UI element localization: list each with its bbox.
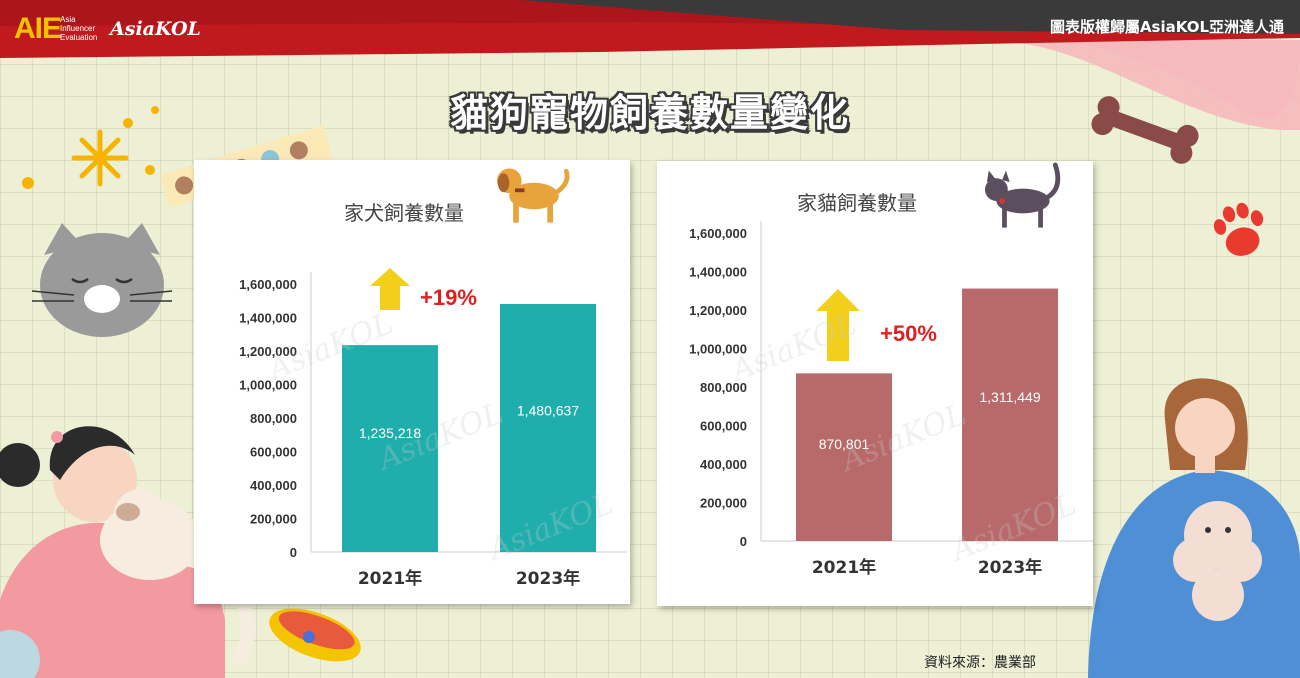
increase-percentage-label: +19% bbox=[420, 285, 477, 310]
bar bbox=[796, 373, 892, 541]
y-tick-label: 400,000 bbox=[250, 478, 297, 493]
pet-bowl-icon bbox=[269, 608, 361, 662]
y-tick-label: 1,400,000 bbox=[239, 311, 297, 326]
sunburst-icon bbox=[71, 129, 129, 187]
aie-logo-subtitle: Asia Influencer Evaluation bbox=[60, 15, 98, 42]
y-tick-label: 800,000 bbox=[700, 380, 747, 395]
cat-chart-panel: 家貓飼養數量 0 200,000 400,000 600,000 800,000 1,000… bbox=[657, 161, 1093, 606]
woman-with-poodle-illustration bbox=[1088, 378, 1300, 678]
y-tick-label: 0 bbox=[740, 534, 747, 549]
y-tick-label: 400,000 bbox=[700, 457, 747, 472]
y-tick-label: 1,200,000 bbox=[239, 344, 297, 359]
copyright-notice: 圖表版權歸屬AsiaKOL亞洲達人通 bbox=[1049, 18, 1284, 36]
y-tick-label: 800,000 bbox=[250, 411, 297, 426]
header-dark-band bbox=[520, 0, 1300, 34]
y-tick-label: 600,000 bbox=[250, 445, 297, 460]
dog-chart: 家犬飼養數量 0 200,000 400,000 600,000 800,000 1,000… bbox=[239, 168, 627, 589]
y-tick-label: 1,200,000 bbox=[689, 303, 747, 318]
y-tick-label: 1,600,000 bbox=[239, 277, 297, 292]
y-tick-label: 1,400,000 bbox=[689, 265, 747, 280]
bar-value-label: 870,801 bbox=[819, 436, 870, 452]
increase-percentage-label: +50% bbox=[880, 321, 937, 346]
increase-arrow-icon bbox=[816, 289, 860, 361]
y-tick-label: 1,600,000 bbox=[689, 226, 747, 241]
y-tick-label: 0 bbox=[290, 545, 297, 560]
bar-value-label: 1,480,637 bbox=[517, 403, 579, 419]
x-category-label: 2021年 bbox=[812, 557, 876, 578]
x-category-label: 2023年 bbox=[516, 568, 580, 589]
y-tick-label: 200,000 bbox=[250, 512, 297, 527]
header-bar: AIE Asia Influencer Evaluation AsiaKOL 圖… bbox=[0, 0, 1300, 58]
bar bbox=[962, 288, 1058, 541]
bar-value-label: 1,311,449 bbox=[979, 389, 1040, 405]
x-category-label: 2023年 bbox=[978, 557, 1042, 578]
bar bbox=[500, 303, 596, 552]
page-title: 貓狗寵物飼養數量變化 bbox=[449, 91, 850, 135]
cat-icon bbox=[985, 162, 1061, 228]
dog-chart-panel: 家犬飼養數量 0 200,000 400,000 600,000 800,000 1,000… bbox=[194, 160, 630, 604]
dog-icon bbox=[496, 168, 570, 223]
aie-logo: AIE bbox=[14, 12, 62, 45]
chart-title: 家犬飼養數量 bbox=[344, 201, 464, 225]
chart-title: 家貓飼養數量 bbox=[797, 191, 917, 215]
grey-cat-face-icon bbox=[31, 223, 173, 337]
y-tick-label: 1,000,000 bbox=[239, 378, 297, 393]
paw-print-icon bbox=[1213, 202, 1264, 256]
source-note: 資料來源：農業部 bbox=[924, 655, 1036, 671]
cat-chart: 家貓飼養數量 0 200,000 400,000 600,000 800,000 1,000… bbox=[689, 162, 1093, 578]
bar bbox=[342, 345, 438, 552]
bar-value-label: 1,235,218 bbox=[359, 425, 421, 441]
asiakol-logo: AsiaKOL bbox=[110, 18, 201, 40]
y-tick-label: 1,000,000 bbox=[689, 342, 747, 357]
y-tick-label: 200,000 bbox=[700, 496, 747, 511]
increase-arrow-icon bbox=[370, 268, 410, 310]
y-tick-label: 600,000 bbox=[700, 419, 747, 434]
x-category-label: 2021年 bbox=[358, 568, 422, 589]
